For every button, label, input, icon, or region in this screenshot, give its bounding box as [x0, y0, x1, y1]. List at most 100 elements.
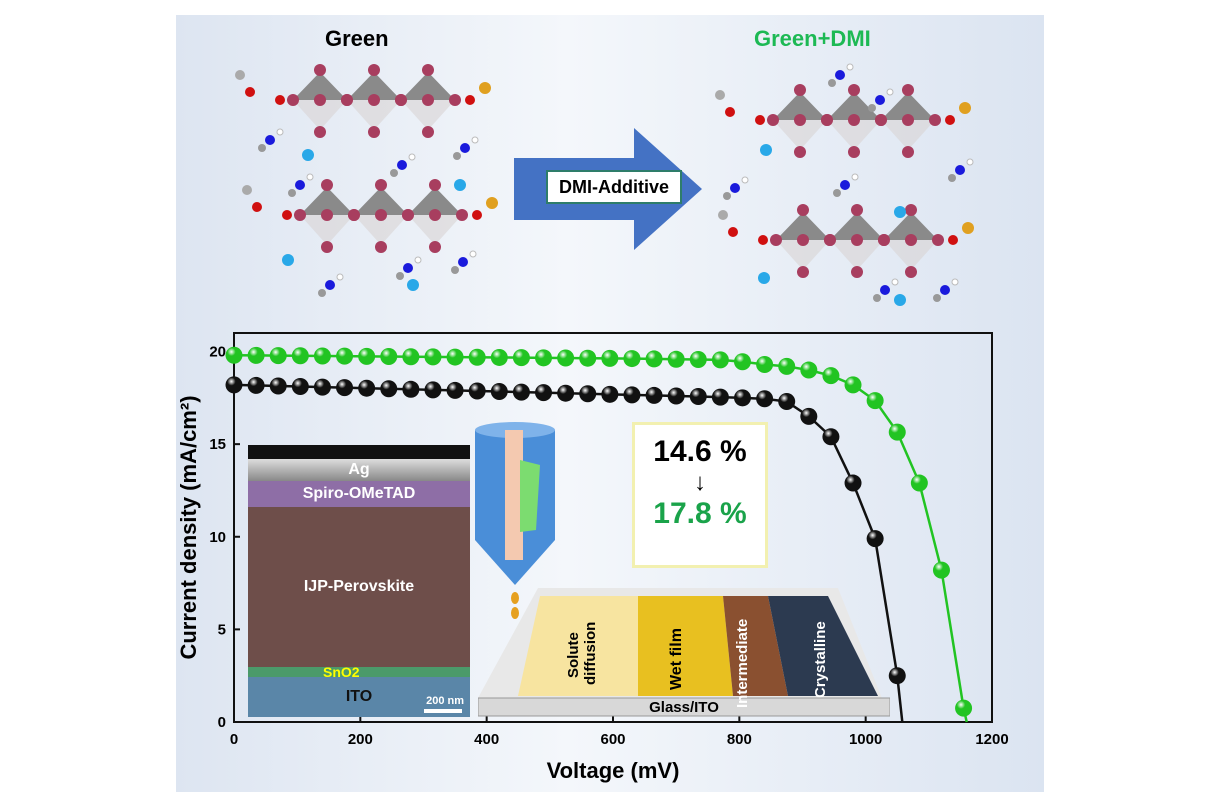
data-point: [645, 350, 663, 368]
pb-atom: [932, 234, 944, 246]
substrate-label: Glass/ITO: [649, 699, 719, 716]
molecular-structure-illustration: [235, 63, 974, 306]
pb-atom: [375, 241, 387, 253]
data-point: [336, 379, 354, 397]
h-atom: [306, 173, 314, 181]
c-atom: [715, 90, 725, 100]
pb-atom: [429, 241, 441, 253]
pb-atom: [368, 126, 380, 138]
pb-atom: [314, 64, 326, 76]
data-point: [490, 348, 508, 366]
o-atom: [275, 95, 285, 105]
data-point: [579, 349, 597, 367]
data-point: [667, 350, 685, 368]
octahedron: [300, 187, 354, 215]
n-atom: [403, 263, 413, 273]
h-atom: [408, 153, 416, 161]
c-atom: [258, 144, 266, 152]
pb-atom: [875, 114, 887, 126]
data-point: [291, 378, 309, 396]
data-point: [512, 349, 530, 367]
pb-atom: [794, 84, 806, 96]
c-atom: [873, 294, 881, 302]
s-atom: [486, 197, 498, 209]
x-tick-label: 600: [600, 731, 625, 748]
data-point: [380, 348, 398, 366]
n-atom: [940, 285, 950, 295]
octahedron: [401, 72, 455, 100]
octahedron: [293, 100, 347, 130]
pb-atom: [287, 94, 299, 106]
data-point: [313, 378, 331, 396]
pb-atom: [902, 114, 914, 126]
c-atom: [723, 192, 731, 200]
data-point: [535, 349, 553, 367]
pb-atom: [422, 64, 434, 76]
s-atom: [479, 82, 491, 94]
stage-wet-film: Wet film: [668, 628, 685, 690]
data-point: [358, 379, 376, 397]
cs-ion: [758, 272, 770, 284]
h-atom: [851, 173, 859, 181]
data-point: [579, 385, 597, 403]
cs-ion: [407, 279, 419, 291]
pb-atom: [851, 204, 863, 216]
data-point: [557, 349, 575, 367]
data-point: [955, 699, 973, 717]
pb-atom: [797, 234, 809, 246]
data-point: [733, 389, 751, 407]
c-atom: [288, 189, 296, 197]
x-tick-label: 400: [474, 731, 499, 748]
pb-atom: [321, 209, 333, 221]
n-atom: [397, 160, 407, 170]
film-formation-illustration: [478, 588, 890, 717]
pb-atom: [449, 94, 461, 106]
c-atom: [833, 189, 841, 197]
data-point: [822, 428, 840, 446]
data-point: [844, 474, 862, 492]
scale-bar-label: 200 nm: [426, 695, 464, 707]
pb-atom: [902, 84, 914, 96]
o-atom: [465, 95, 475, 105]
data-point: [689, 350, 707, 368]
data-point: [247, 346, 265, 364]
scale-bar: [424, 709, 462, 713]
c-atom: [868, 104, 876, 112]
data-point: [446, 381, 464, 399]
o-atom: [948, 235, 958, 245]
octahedron: [347, 72, 401, 100]
n-atom: [875, 95, 885, 105]
h-atom: [951, 278, 959, 286]
h-atom: [471, 136, 479, 144]
c-atom: [451, 266, 459, 274]
pb-atom: [314, 94, 326, 106]
data-point: [402, 348, 420, 366]
pb-atom: [905, 204, 917, 216]
cs-ion: [894, 294, 906, 306]
y-tick-label: 20: [209, 344, 226, 361]
data-point: [269, 347, 287, 365]
data-point: [468, 348, 486, 366]
pb-atom: [422, 126, 434, 138]
pb-atom: [770, 234, 782, 246]
o-atom: [728, 227, 738, 237]
octahedron: [776, 240, 830, 270]
pb-atom: [905, 266, 917, 278]
y-tick-label: 10: [209, 529, 226, 546]
stage-solute-diffusion: Solute diffusion: [565, 621, 599, 685]
h-atom: [336, 273, 344, 281]
pb-atom: [848, 146, 860, 158]
octahedron: [776, 212, 830, 240]
layer-ag: Ag: [248, 459, 470, 481]
data-point: [291, 347, 309, 365]
data-point: [932, 561, 950, 579]
data-point: [645, 386, 663, 404]
pb-atom: [902, 146, 914, 158]
c-atom: [318, 289, 326, 297]
pb-atom: [797, 204, 809, 216]
pb-atom: [794, 146, 806, 158]
data-point: [336, 347, 354, 365]
data-point: [380, 380, 398, 398]
y-axis-label: Current density (mA/cm²): [176, 395, 201, 659]
data-point: [225, 346, 243, 364]
